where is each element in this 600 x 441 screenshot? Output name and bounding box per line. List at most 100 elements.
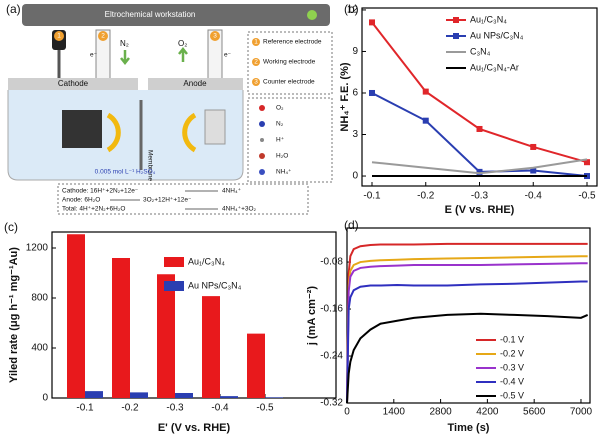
badge	[98, 31, 108, 41]
x-tick-label: 1400	[383, 407, 406, 418]
x-tick-label: -0.4	[525, 191, 543, 202]
bar	[130, 392, 148, 398]
species-label: H⁺	[276, 137, 285, 144]
species-icon	[259, 121, 265, 127]
x-axis-label: E (V vs. RHE)	[445, 204, 515, 216]
series-line	[346, 262, 588, 404]
gas: N₂	[120, 39, 129, 48]
species-icon	[259, 153, 265, 159]
x-tick-label: 0	[344, 407, 350, 418]
panel-label: (a)	[6, 2, 21, 16]
species-label: H₂O	[276, 153, 288, 160]
bar	[265, 397, 283, 398]
species-label: NH₄⁺	[276, 169, 292, 176]
cell-cap	[8, 78, 138, 90]
y-tick-label: -0.24	[320, 351, 343, 362]
electrode-key	[247, 31, 333, 95]
x-tick-label: -0.4	[211, 403, 229, 414]
point	[584, 159, 590, 166]
x-tick-label: -0.2	[121, 403, 139, 414]
schematic: (a) Eltrochemical workstation 1 2 3 e⁻ e…	[6, 2, 333, 215]
point	[369, 19, 375, 26]
point	[476, 125, 483, 132]
series-line	[371, 21, 588, 164]
bar	[157, 274, 175, 398]
legend-label: Au NPs/C₃N₄	[470, 30, 524, 40]
panel-label: (b)	[344, 2, 359, 16]
cell-cap	[148, 78, 243, 90]
arrow	[178, 46, 188, 62]
species-icon	[259, 105, 265, 111]
y-tick-label: -0.16	[320, 304, 343, 315]
legend-label: Au₁/C₃N₄-Ar	[470, 62, 519, 72]
electrode-label: Reference electrode	[263, 39, 322, 46]
badge	[54, 31, 64, 41]
legend-marker	[453, 33, 459, 39]
badge	[252, 78, 260, 86]
cycle-arrow	[106, 112, 121, 153]
legend-label: Au₁/C₃N₄	[188, 256, 225, 266]
point	[422, 117, 429, 124]
badge-number: 1	[254, 39, 258, 46]
workstation-box	[22, 4, 330, 26]
gas: O₂	[178, 39, 187, 48]
x-tick-label: 2800	[429, 407, 452, 418]
y-tick-label: 400	[31, 343, 48, 354]
badge-number: 2	[254, 59, 258, 66]
badge-number: 3	[254, 79, 258, 86]
bar	[85, 391, 103, 398]
point	[476, 168, 483, 175]
x-tick-label: -0.2	[417, 191, 435, 202]
legend-label: Au NPs/C₃N₄	[188, 280, 242, 290]
x-tick-label: -0.3	[471, 191, 489, 202]
badge-number: 3	[213, 33, 217, 40]
y-tick-label: 3	[352, 129, 358, 140]
electrode-plate	[62, 110, 102, 148]
legend-swatch	[164, 257, 184, 267]
membrane-label: Membrane	[146, 150, 153, 181]
plot-frame	[346, 227, 591, 404]
legend-swatch	[164, 281, 184, 291]
species-key	[247, 97, 333, 183]
y-tick-label: 6	[352, 88, 358, 99]
y-tick-label: -0.08	[320, 257, 343, 268]
x-axis-label: Time (s)	[448, 422, 490, 434]
electrode-label: Working electrode	[263, 59, 316, 66]
y-tick-label: 0	[352, 171, 358, 182]
electron: e⁻	[224, 52, 232, 59]
x-tick-label: -0.1	[76, 403, 94, 414]
x-tick-label: -0.3	[166, 403, 184, 414]
legend-label: -0.2 V	[500, 348, 524, 358]
electrode-label: Counter electrode	[263, 79, 315, 86]
legend-label: Au₁/C₃N₄	[470, 14, 507, 24]
x-tick-label: 4200	[476, 407, 499, 418]
y-axis-label: j (mA cm⁻²)	[306, 286, 318, 347]
point	[369, 89, 375, 96]
series-line	[346, 255, 588, 404]
cycle-arrow	[182, 112, 197, 153]
legend-label: -0.3 V	[500, 362, 524, 372]
legend-label: -0.5 V	[500, 390, 524, 400]
point	[530, 167, 537, 174]
x-tick-label: -0.1	[363, 191, 381, 202]
legend-marker	[453, 17, 459, 23]
equation-right: 4NH₄⁺+3O₂	[222, 206, 257, 213]
y-axis-label: NH₄⁺ F.E. (%)	[339, 62, 351, 131]
species-label: N₂	[276, 121, 284, 128]
workstation-label: Eltrochemical workstation	[105, 10, 196, 19]
legend-label: -0.1 V	[500, 334, 524, 344]
y-tick-label: 1200	[26, 243, 49, 254]
counter-plate	[204, 109, 226, 145]
bar	[220, 396, 238, 398]
equation-right: 3O₂+12H⁺+12e⁻	[143, 197, 192, 204]
bar	[247, 333, 265, 398]
species-icon	[260, 138, 264, 142]
x-axis-label: E' (V vs. RHE)	[158, 422, 231, 434]
cell-label: Cathode	[58, 79, 89, 88]
indicator	[307, 10, 317, 20]
point	[530, 143, 537, 150]
equation-right: 4NH₄⁺	[222, 188, 242, 195]
series-line	[346, 312, 589, 404]
point	[422, 88, 429, 95]
